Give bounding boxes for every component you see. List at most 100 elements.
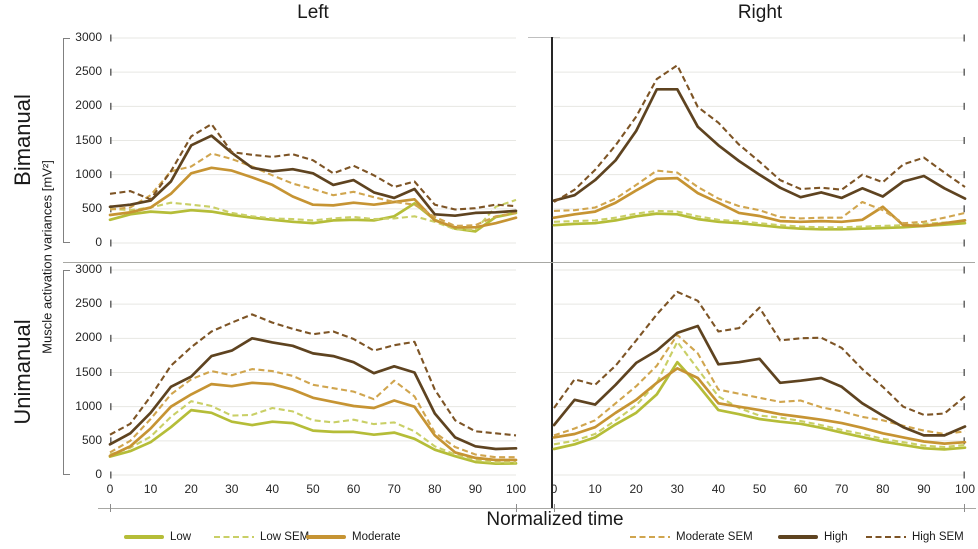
legend-item-low: Low [124,531,191,543]
plot-area [552,266,967,479]
series-line-high [552,87,967,202]
x-tick-label: 10 [143,482,158,496]
plot-area [108,34,518,247]
y-tick-label: 2000 [75,98,102,113]
x-tick-label: 0 [550,482,558,496]
legend: Low Low SEM Moderate Moderate SEM High High S… [0,531,978,547]
x-tick-label: 90 [917,482,931,496]
x-tick-label: 100 [954,482,976,496]
x-tick-label: 30 [670,482,684,496]
y-tick-label: 3000 [75,262,102,276]
x-tick-label: 100 [505,482,527,496]
plot-panel-bimanual-right [552,34,967,247]
column-title-right: Right [737,2,783,23]
series-line-moderate-sem [109,368,516,459]
x-tick-label: 60 [346,482,361,496]
y-axis-title: Muscle activation variances [mV²] [39,160,55,354]
legend-item-moderate: Moderate [306,531,401,543]
series-line-low-sem [109,198,517,232]
column-title-left: Left [297,2,329,23]
y-tick-label: 0 [95,467,102,481]
y-tick-label: 1000 [75,166,102,181]
x-tick-label: 0 [106,482,114,496]
row-label-bimanual: Bimanual [10,94,35,186]
y-tick-label: 1000 [75,398,102,413]
bottom-axis-tick [110,504,112,512]
plot-panel-bimanual-left: 0 500 1000 1500 2000 2500 3000 [75,30,518,249]
y-tick-label: 500 [81,200,102,215]
legend-swatch-moderate-sem [630,535,670,539]
x-tick-label: 20 [184,482,198,496]
series-line-low-sem [553,209,966,229]
y-tick-label: 0 [95,235,102,249]
series-line-low [552,360,967,451]
bottom-axis-line [98,508,976,509]
x-axis-title: Normalized time [486,509,624,530]
series-line-moderate-sem [553,333,966,437]
series-line-moderate [552,367,967,445]
legend-label: Low SEM [260,531,310,543]
series-line-high [108,336,518,451]
x-tick-label: 80 [428,482,442,496]
series-line-moderate-sem [553,169,966,225]
series-line-moderate [108,166,518,229]
y-tick-label: 2500 [75,296,102,311]
legend-label: Low [170,531,192,543]
x-tick-label: 80 [876,482,890,496]
legend-item-low-sem: Low SEM [214,531,309,543]
bottom-axis-tick [964,504,966,512]
divider-top-cap [528,37,560,38]
legend-item-high-sem: High SEM [866,531,964,543]
row-label-unimanual: Unimanual [10,319,35,425]
series-line-low-sem [553,340,966,449]
x-tick-label: 50 [306,482,320,496]
series-line-high-sem [553,64,966,203]
y-tick-label: 500 [81,432,102,447]
legend-item-high: High [778,531,848,543]
plot-area [108,266,518,479]
legend-swatch-moderate [306,535,346,539]
y-tick-label: 1500 [75,132,102,147]
legend-swatch-high-sem [866,535,906,539]
y-tick-label: 2500 [75,64,102,79]
legend-label: Moderate SEM [676,531,753,543]
series-line-low [552,212,967,231]
y-tick-label: 3000 [75,30,102,44]
legend-swatch-low-sem [214,535,254,539]
legend-swatch-high [778,535,818,539]
x-tick-label: 40 [711,482,726,496]
bottom-axis-tick [554,504,556,512]
x-tick-label: 60 [793,482,808,496]
legend-label: High SEM [912,531,964,543]
x-tick-label: 40 [265,482,280,496]
series-line-high [552,324,967,437]
plot-panel-unimanual-right: 0 10 20 30 40 50 60 70 80 90 100 [551,266,975,496]
series-line-high [108,134,518,218]
x-tick-label: 20 [629,482,643,496]
legend-label: Moderate [352,531,401,543]
x-tick-label: 70 [835,482,849,496]
row-separator-axis-line [63,262,975,263]
series-line-moderate [108,381,518,462]
series-line-high-sem [109,313,517,437]
bottom-axis-tick [516,504,518,512]
y-axis-bracket-top [63,38,70,243]
legend-swatch-low [124,535,164,539]
plot-area [552,34,967,247]
x-tick-label: 50 [752,482,767,496]
series-line-high-sem [553,290,966,416]
legend-item-moderate-sem: Moderate SEM [630,531,753,543]
panel-divider-line [551,37,553,508]
series-line-moderate-sem [109,152,517,227]
legend-label: High [824,531,848,543]
plot-panel-unimanual-left: 0 500 1000 1500 2000 2500 3000 0 10 20 30 40 50 60 70 8… [75,262,526,496]
series-line-low [108,408,518,466]
series-line-low-sem [109,400,516,464]
y-axis-bracket-bottom [63,270,70,475]
x-tick-label: 90 [468,482,483,496]
y-tick-label: 2000 [75,330,102,345]
y-tick-label: 1500 [75,364,102,379]
x-tick-label: 70 [387,482,401,496]
x-tick-label: 30 [225,482,239,496]
